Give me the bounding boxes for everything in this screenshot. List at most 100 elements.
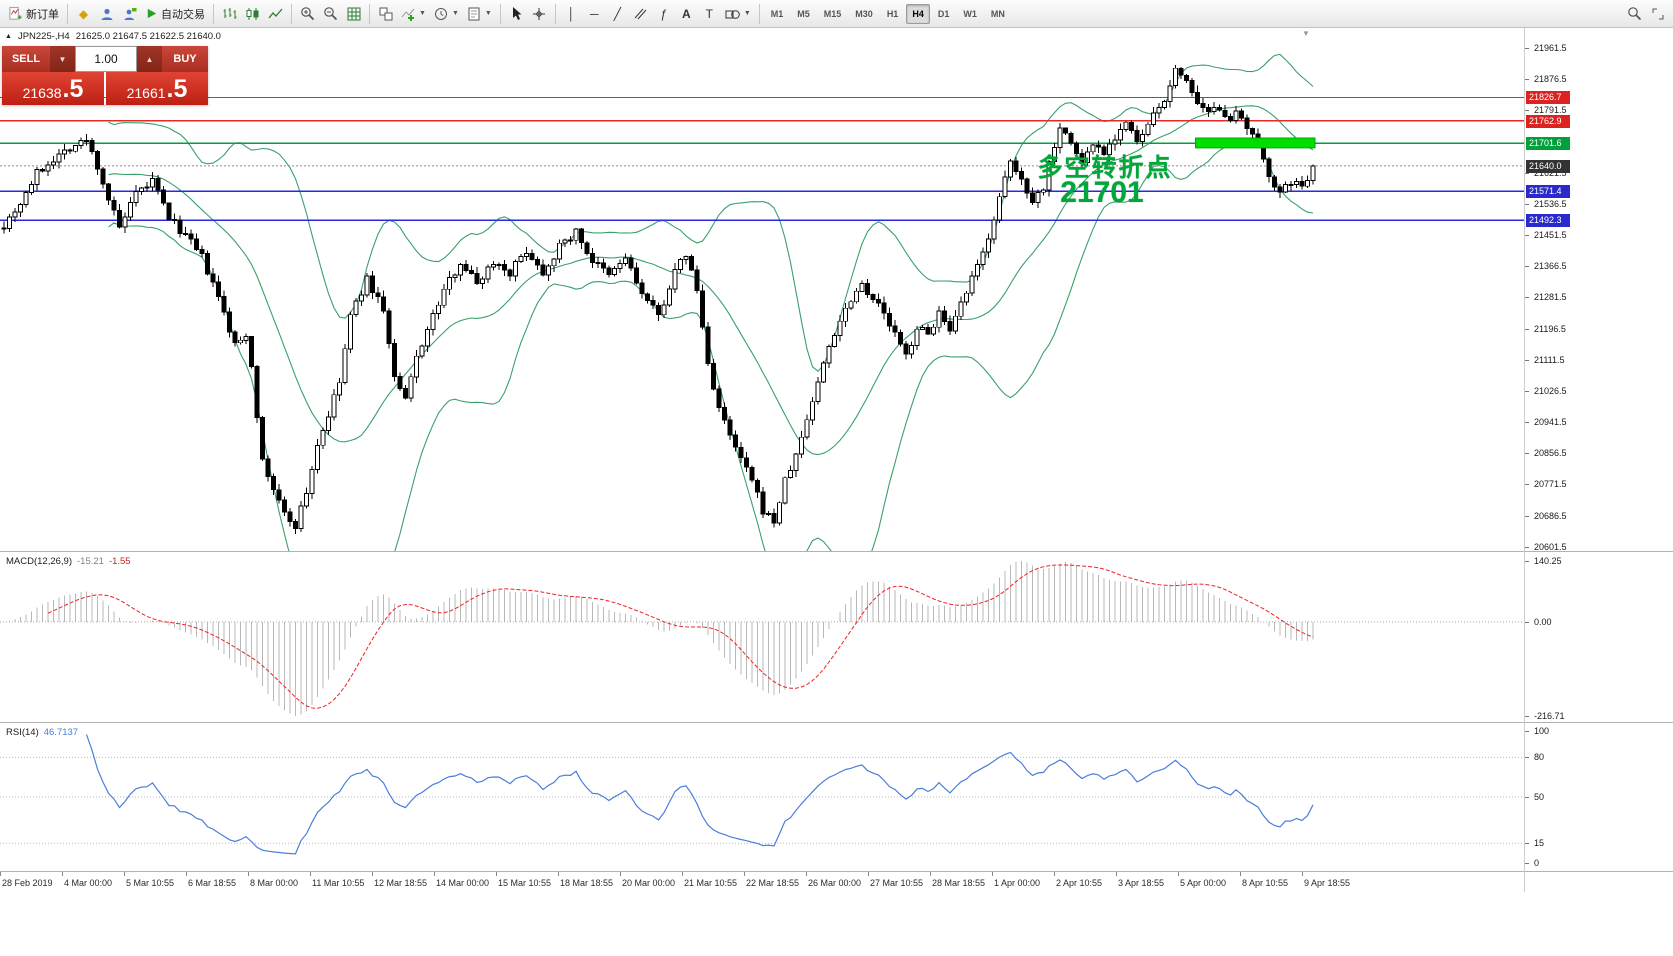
fibonacci-button[interactable]: ƒ bbox=[652, 3, 675, 25]
shapes-button[interactable]: ▼ bbox=[721, 3, 755, 25]
label-icon: T bbox=[705, 6, 713, 21]
cursor-button[interactable] bbox=[505, 3, 528, 25]
mql5-button[interactable]: ◆ bbox=[72, 3, 95, 25]
sell-price-button[interactable]: 21638 .5 bbox=[2, 72, 104, 105]
bottom-space bbox=[0, 893, 1673, 956]
autotrade-play-icon bbox=[145, 7, 158, 20]
annotation-value: 21701 bbox=[1060, 176, 1144, 209]
autotrading-button[interactable]: 自动交易 bbox=[141, 3, 209, 25]
volume-input[interactable]: 1.00 bbox=[75, 46, 137, 72]
time-axis-tick bbox=[186, 872, 187, 876]
toolbar-separator bbox=[291, 3, 292, 24]
toolbar-separator bbox=[213, 3, 214, 24]
time-axis-tick bbox=[372, 872, 373, 876]
macd-axis-label: 0.00 bbox=[1534, 617, 1552, 627]
price-axis[interactable]: 21961.5 21876.5 21791.5 21621.5 21536.5 21451… bbox=[1525, 28, 1673, 552]
macd-axis-tick bbox=[1525, 622, 1529, 623]
timeframe-h4-button[interactable]: H4 bbox=[906, 3, 930, 24]
search-icon bbox=[1627, 6, 1642, 21]
price-axis-tick bbox=[1525, 173, 1529, 174]
bar-chart-mode-button[interactable] bbox=[218, 3, 241, 25]
time-axis-label: 2 Apr 10:55 bbox=[1056, 878, 1103, 888]
fullscreen-button[interactable] bbox=[1646, 3, 1669, 25]
time-axis-tick bbox=[248, 872, 249, 876]
channel-button[interactable] bbox=[629, 3, 652, 25]
zoom-out-button[interactable] bbox=[319, 3, 342, 25]
macd-indicator-pane[interactable] bbox=[0, 552, 1524, 722]
pane-separator[interactable] bbox=[0, 722, 1673, 723]
macd-main-value: -15.21 bbox=[77, 556, 104, 567]
search-button[interactable] bbox=[1623, 3, 1646, 25]
one-click-collapse-icon[interactable]: ▲ bbox=[5, 33, 12, 40]
one-click-trading-panel: SELL ▼ 1.00 ▲ BUY 21638 .5 21661 .5 bbox=[2, 46, 208, 105]
community-button[interactable] bbox=[95, 3, 118, 25]
timeframe-d1-button[interactable]: D1 bbox=[937, 8, 950, 19]
toolbar-separator bbox=[369, 3, 370, 24]
auto-arrange-button[interactable] bbox=[342, 3, 365, 25]
text-button[interactable]: A bbox=[675, 3, 698, 25]
horizontal-lines-layer[interactable] bbox=[0, 96, 1524, 221]
tile-icon bbox=[379, 7, 393, 21]
indicators-button[interactable]: ▼ bbox=[397, 3, 430, 25]
buy-button[interactable]: BUY bbox=[162, 46, 208, 72]
price-marker: 21492.3 bbox=[1526, 214, 1570, 227]
indicator-plus-icon bbox=[401, 7, 415, 21]
chart-shift-icon[interactable]: ▼ bbox=[1302, 29, 1310, 38]
timeframe-m15-button[interactable]: M15 bbox=[823, 8, 842, 19]
price-axis-label: 21026.5 bbox=[1534, 386, 1567, 396]
line-chart-mode-button[interactable] bbox=[264, 3, 287, 25]
bars-chart-icon bbox=[222, 7, 237, 21]
buy-price-fraction: .5 bbox=[166, 74, 188, 103]
candlestick-chart[interactable] bbox=[0, 28, 1524, 551]
timeframe-mn-button[interactable]: MN bbox=[990, 8, 1005, 19]
crosshair-button[interactable] bbox=[528, 3, 551, 25]
new-order-label: 新订单 bbox=[26, 8, 59, 21]
volume-increase-button[interactable]: ▲ bbox=[137, 46, 162, 72]
time-axis-tick bbox=[682, 872, 683, 876]
macd-title: MACD(12,26,9) bbox=[6, 556, 72, 567]
templates-button[interactable]: ▼ bbox=[463, 3, 496, 25]
support-button[interactable] bbox=[118, 3, 141, 25]
timeframe-m1-button[interactable]: M1 bbox=[770, 8, 784, 19]
buy-price-main: 21661 bbox=[126, 84, 166, 101]
trendline-icon: ╱ bbox=[613, 6, 621, 21]
time-axis-tick bbox=[1240, 872, 1241, 876]
time-axis[interactable]: 28 Feb 2019 4 Mar 00:00 5 Mar 10:55 6 Mar 1… bbox=[0, 872, 1524, 893]
highlight-zone[interactable] bbox=[1195, 137, 1316, 149]
vertical-line-button[interactable]: │ bbox=[560, 3, 583, 25]
pane-separator[interactable] bbox=[0, 551, 1673, 552]
price-axis-tick bbox=[1525, 204, 1529, 205]
timeframe-m30-button[interactable]: M30 bbox=[855, 8, 873, 19]
new-order-button[interactable]: 新订单 bbox=[4, 3, 63, 25]
buy-price-button[interactable]: 21661 .5 bbox=[106, 72, 208, 105]
price-axis-label: 20941.5 bbox=[1534, 417, 1567, 427]
trendline-button[interactable]: ╱ bbox=[606, 3, 629, 25]
toolbar-right bbox=[1623, 3, 1669, 25]
price-axis-tick bbox=[1525, 110, 1529, 111]
text-label-button[interactable]: T bbox=[698, 3, 721, 25]
volume-decrease-button[interactable]: ▼ bbox=[50, 46, 75, 72]
horizontal-line-button[interactable]: ─ bbox=[583, 3, 606, 25]
sell-button[interactable]: SELL bbox=[2, 46, 50, 72]
candles-chart-icon bbox=[245, 7, 260, 21]
periods-button[interactable]: ▼ bbox=[430, 3, 463, 25]
time-axis-tick bbox=[620, 872, 621, 876]
candle-chart-mode-button[interactable] bbox=[241, 3, 264, 25]
price-axis-label: 21196.5 bbox=[1534, 324, 1566, 334]
timeframe-w1-button[interactable]: W1 bbox=[963, 8, 977, 19]
rsi-indicator-pane[interactable] bbox=[0, 723, 1524, 871]
time-axis-label: 11 Mar 10:55 bbox=[312, 878, 365, 888]
price-axis-label: 21281.5 bbox=[1534, 292, 1567, 302]
time-axis-tick bbox=[434, 872, 435, 876]
text-icon: A bbox=[681, 6, 691, 21]
time-axis-label: 28 Feb 2019 bbox=[2, 878, 53, 888]
time-axis-label: 5 Apr 00:00 bbox=[1180, 878, 1227, 888]
chart-title: ▲ JPN225-,H4 21625.0 21647.5 21622.5 216… bbox=[5, 31, 221, 42]
zoom-in-button[interactable] bbox=[296, 3, 319, 25]
timeframe-m5-button[interactable]: M5 bbox=[797, 8, 810, 19]
tile-windows-button[interactable] bbox=[374, 3, 397, 25]
price-axis-tick bbox=[1525, 235, 1529, 236]
grid-icon bbox=[347, 7, 361, 21]
pane-separator[interactable] bbox=[0, 871, 1673, 872]
timeframe-h1-button[interactable]: H1 bbox=[886, 8, 899, 19]
